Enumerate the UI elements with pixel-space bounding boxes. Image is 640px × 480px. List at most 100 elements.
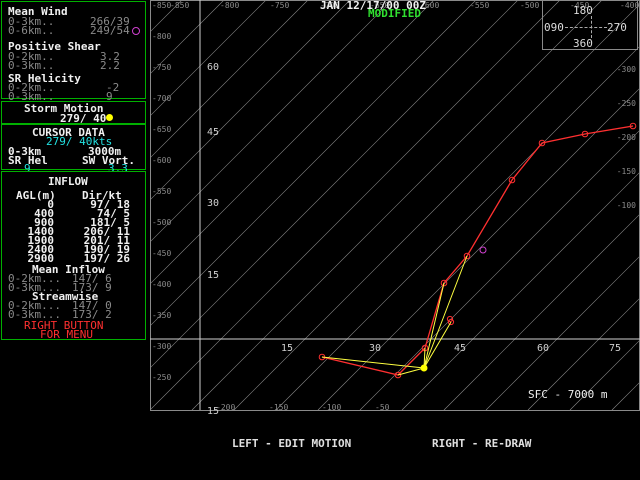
shear-label-2: 0-3km.. bbox=[8, 59, 55, 72]
y-tick-label: 45 bbox=[207, 127, 219, 138]
x-tick-label: 60 bbox=[537, 343, 549, 354]
left-isopleth-label: -450 bbox=[152, 249, 171, 258]
left-isopleth-label: -300 bbox=[152, 342, 171, 351]
mean-wind-marker-icon bbox=[132, 27, 140, 35]
top-isopleth-label: -700 bbox=[320, 1, 339, 10]
mean-wind-value-2: 249/54 bbox=[90, 24, 130, 37]
mean-wind-marker bbox=[479, 246, 487, 254]
cursor-vort-label: SW Vort. bbox=[82, 154, 135, 167]
cursor-srh-label: SR Hel bbox=[8, 154, 48, 167]
hodograph-point bbox=[538, 139, 546, 147]
isopleth-line bbox=[443, 213, 640, 411]
isopleth-line bbox=[150, 0, 267, 117]
cursor-data-title: CURSOR DATA bbox=[32, 126, 105, 139]
menu-hint-line-1: RIGHT BUTTON bbox=[24, 319, 104, 332]
isopleth-line bbox=[317, 87, 640, 411]
left-isopleth-label: -400 bbox=[152, 280, 171, 289]
y-tick-label: 60 bbox=[207, 62, 219, 73]
y-tick-label-bottom: 15 bbox=[207, 406, 219, 417]
hodograph-point bbox=[446, 315, 454, 323]
streamwise-label-2: 0-3km... bbox=[8, 308, 61, 321]
top-isopleth-label: -800 bbox=[220, 1, 239, 10]
inflow-dir-cell: 197/ 26 bbox=[83, 252, 130, 265]
hodograph-point bbox=[447, 318, 455, 326]
menu-hint-line-2: FOR MENU bbox=[40, 328, 93, 341]
cursor-data-panel: CURSOR DATA 279/ 40kts 0-3km 3000m SR He… bbox=[1, 124, 146, 174]
cursor-layer-value: 3000m bbox=[88, 145, 122, 158]
date-label: JAN 12/17/00 00Z bbox=[320, 0, 426, 12]
inflow-dir-cell: 181/ 5 bbox=[90, 216, 130, 229]
top-isopleth-label: -500 bbox=[520, 1, 539, 10]
hodograph[interactable]: 15 30 45 60 75 60 45 30 15 15 -850 -800 -750 -700 -650… bbox=[150, 0, 640, 480]
top-isopleth-label: -550 bbox=[470, 1, 489, 10]
positive-shear-title: Positive Shear bbox=[8, 40, 101, 53]
isopleth-line bbox=[401, 171, 640, 411]
inflow-dir-cell: 206/ 11 bbox=[83, 225, 130, 238]
inflow-agl-cell: 1400 bbox=[27, 225, 55, 238]
isopleth-line bbox=[150, 0, 477, 327]
inflow-agl-cell: 2900 bbox=[27, 252, 55, 265]
inflow-title: INFLOW bbox=[48, 175, 88, 188]
isopleth-line bbox=[191, 0, 603, 411]
x-tick-label: 15 bbox=[281, 343, 293, 354]
x-tick-label: 30 bbox=[369, 343, 381, 354]
storm-motion-value: 279/ 40 bbox=[60, 112, 107, 125]
right-isopleth-label: -250 bbox=[617, 99, 636, 108]
storm-relative-vector bbox=[423, 321, 452, 369]
mean-inflow-value-1: 147/ 6 bbox=[72, 272, 112, 285]
compass-horizontal-line bbox=[565, 27, 607, 28]
top-isopleth-label: -750 bbox=[270, 1, 289, 10]
storm-relative-vector bbox=[397, 367, 425, 376]
inflow-dir-cell: 201/ 11 bbox=[83, 234, 130, 247]
isopleth-line bbox=[485, 255, 640, 411]
hodograph-point bbox=[581, 130, 589, 138]
left-isopleth-label: -800 bbox=[152, 32, 171, 41]
inflow-agl-cell: 400 bbox=[34, 207, 54, 220]
isopleth-line bbox=[150, 0, 309, 159]
mean-inflow-title: Mean Inflow bbox=[32, 263, 105, 276]
compass-south: 360 bbox=[573, 37, 593, 50]
left-isopleth-label: -600 bbox=[152, 156, 171, 165]
top-isopleth-label: -450 bbox=[570, 1, 589, 10]
left-isopleth-label: -750 bbox=[152, 63, 171, 72]
left-isopleth-label: -350 bbox=[152, 311, 171, 320]
bottom-isopleth-label: -150 bbox=[269, 403, 288, 412]
srh-value-1: -2 bbox=[106, 81, 120, 94]
redraw-hint: RIGHT - RE-DRAW bbox=[432, 437, 532, 450]
compass-north: 180 bbox=[573, 4, 593, 17]
inflow-col-dir: Dir/kt bbox=[82, 189, 122, 202]
cursor-vort-value: 3.3 bbox=[108, 162, 128, 175]
compass-east: 270 bbox=[607, 21, 627, 34]
compass-box: 180 090 270 360 bbox=[542, 0, 638, 50]
mean-wind-title: Mean Wind bbox=[8, 5, 68, 18]
top-isopleth-label: -400 bbox=[620, 1, 639, 10]
streamwise-value-2: 173/ 2 bbox=[72, 308, 112, 321]
storm-motion-marker bbox=[420, 364, 428, 372]
mean-wind-label-2: 0-6km.. bbox=[8, 24, 55, 37]
streamwise-label-1: 0-2km... bbox=[8, 299, 61, 312]
streamwise-value-1: 147/ 0 bbox=[72, 299, 112, 312]
inflow-dir-cell: 190/ 19 bbox=[83, 243, 130, 256]
mean-inflow-value-2: 173/ 9 bbox=[72, 281, 112, 294]
inflow-dir-cell: 74/ 5 bbox=[96, 207, 130, 220]
inflow-agl-cell: 1900 bbox=[27, 234, 55, 247]
right-isopleth-label: -150 bbox=[617, 167, 636, 176]
storm-relative-vector bbox=[423, 255, 468, 369]
isopleth-line bbox=[527, 297, 640, 411]
storm-motion-title: Storm Motion bbox=[24, 102, 104, 115]
isopleth-line bbox=[150, 0, 561, 411]
isopleth-line bbox=[150, 0, 519, 369]
mean-wind-label-1: 0-3km.. bbox=[8, 15, 55, 28]
storm-motion-marker-icon bbox=[106, 114, 113, 121]
bottom-isopleth-label: -200 bbox=[216, 403, 235, 412]
isopleth-line bbox=[359, 129, 640, 411]
storm-motion-panel: Storm Motion 279/ 40 bbox=[1, 101, 146, 124]
left-isopleth-label: -500 bbox=[152, 218, 171, 227]
isopleth-line bbox=[150, 0, 435, 285]
left-isopleth-label: -650 bbox=[152, 125, 171, 134]
right-isopleth-label: -200 bbox=[617, 133, 636, 142]
mean-wind-panel: Mean Wind 0-3km.. 266/39 0-6km.. 249/54 … bbox=[1, 1, 146, 102]
x-tick-label: 75 bbox=[609, 343, 621, 354]
bottom-isopleth-label: -100 bbox=[322, 403, 341, 412]
inflow-col-agl: AGL(m) bbox=[16, 189, 56, 202]
